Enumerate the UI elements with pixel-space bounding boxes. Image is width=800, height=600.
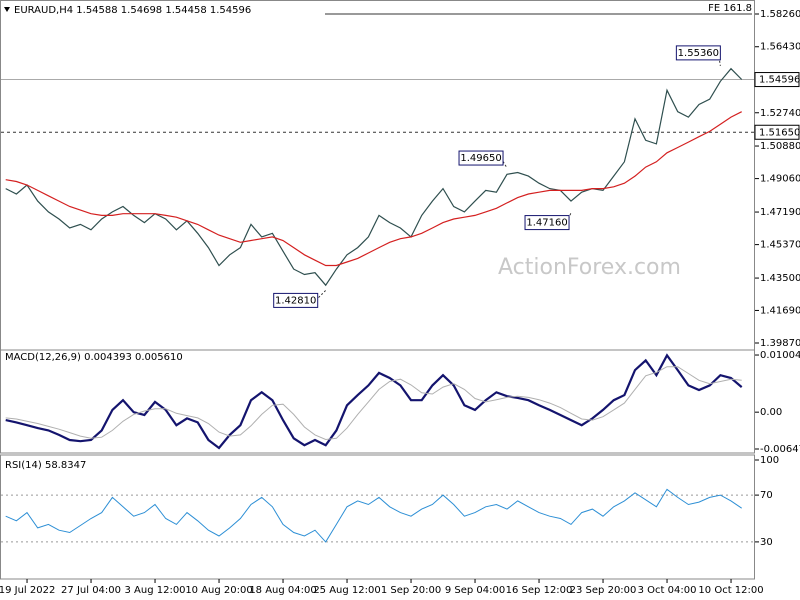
annotation-label: 1.49650 [460,153,501,164]
current-price-box [754,72,800,88]
y-tick-label: 1.43500 [760,273,800,284]
y-tick-label: 70 [760,490,773,501]
y-tick-label: 100 [760,455,779,466]
y-tick-label: 1.56430 [760,42,800,53]
y-tick-label: -0.006476 [760,444,800,455]
x-tick-label: 25 Aug 12:00 [313,585,380,596]
annotation-label: 1.55360 [678,48,719,59]
y-tick-label: 1.39870 [760,338,800,349]
annotation-label: 1.47160 [526,218,567,229]
x-tick-label: 1 Sep 20:00 [381,585,441,596]
series-line [5,67,743,287]
x-tick-label: 19 Jul 2022 [0,585,55,596]
level-box [754,124,800,140]
y-tick-label: 1.49060 [760,174,800,185]
panel-title: MACD(12,26,9) 0.004393 0.005610 [5,352,183,363]
y-tick-label: 0.010047 [760,350,800,361]
y-tick-label: 0.00 [760,407,782,418]
x-tick-label: 10 Oct 12:00 [698,585,763,596]
level-label: 1.51650 [759,127,800,138]
y-tick-label: 1.50880 [760,141,800,152]
watermark: ActionForex.com [498,255,681,280]
fe-label: FE 161.8 [708,3,752,14]
series-line [5,488,742,543]
annotation-box [273,292,319,308]
panel-title: RSI(14) 58.8347 [5,460,86,471]
y-tick-label: 1.58260 [760,9,800,20]
x-tick-label: 10 Aug 20:00 [185,585,252,596]
annotation-label: 1.42810 [275,295,316,306]
annotation-box [524,215,570,231]
x-tick-label: 23 Sep 20:00 [570,585,637,596]
annotation-box [675,45,721,61]
y-tick-label: 1.45370 [760,240,800,251]
y-tick-label: 1.52740 [760,108,800,119]
x-tick-label: 18 Aug 04:00 [249,585,316,596]
x-tick-label: 27 Jul 04:00 [61,585,121,596]
current-price-label: 1.54596 [759,75,800,86]
x-tick-label: 3 Oct 04:00 [638,585,697,596]
y-tick-label: 1.47190 [760,207,800,218]
panel-title: EURAUD,H4 1.54588 1.54698 1.54458 1.5459… [14,5,251,16]
macd-panel [0,349,755,454]
x-tick-label: 9 Sep 04:00 [445,585,505,596]
rsi-panel [0,454,755,580]
symbol-arrow [4,7,10,12]
y-tick-label: 30 [760,537,773,548]
y-tick-label: 1.41690 [760,305,800,316]
series-line [5,366,742,441]
annotation-box [458,150,504,166]
series-line [5,111,742,267]
x-tick-label: 16 Sep 12:00 [506,585,573,596]
x-tick-label: 3 Aug 12:00 [124,585,185,596]
series-line [5,353,743,450]
